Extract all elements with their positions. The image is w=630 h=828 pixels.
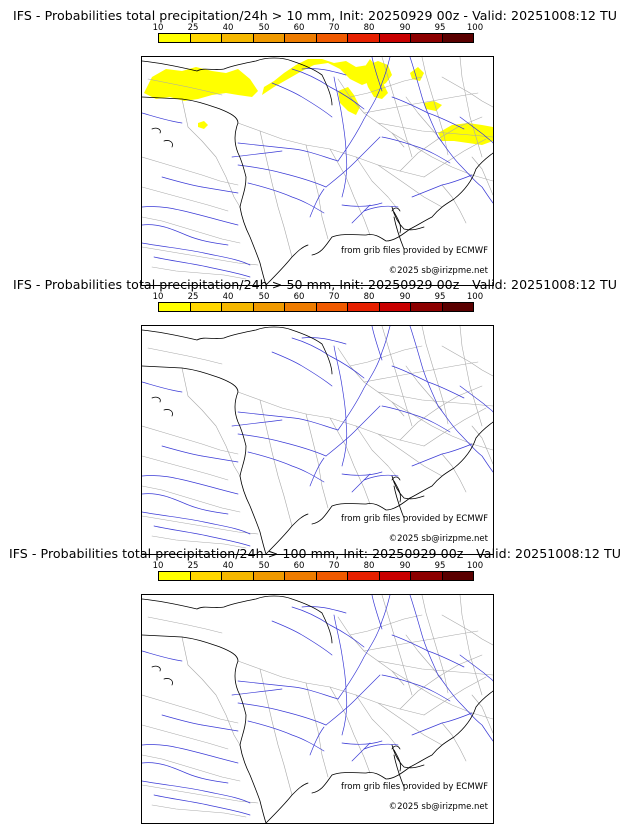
scale-color-cell bbox=[442, 34, 473, 42]
panel-10mm: IFS - Probabilities total precipitation/… bbox=[0, 8, 630, 286]
france-map bbox=[142, 326, 493, 554]
scale-color-cell bbox=[316, 572, 348, 580]
scale-label: 90 bbox=[399, 561, 411, 571]
coastline bbox=[142, 326, 493, 554]
scale-color-cell bbox=[190, 572, 222, 580]
scale-label: 100 bbox=[466, 561, 484, 571]
scale-label: 40 bbox=[222, 561, 234, 571]
probability-scale-labels: 10 25 40 50 60 70 80 90 95 100 bbox=[152, 23, 486, 33]
scale-color-cell bbox=[348, 303, 380, 311]
coastline bbox=[142, 595, 493, 823]
scale-label: 80 bbox=[363, 292, 375, 302]
scale-color-cell bbox=[442, 572, 473, 580]
map-frame bbox=[141, 56, 494, 286]
probability-scale-labels: 10 25 40 50 60 70 80 90 95 100 bbox=[152, 561, 486, 571]
map-frame bbox=[141, 594, 494, 824]
source-credit: from grib files provided by ECMWF bbox=[341, 514, 488, 524]
scale-color-cell bbox=[379, 303, 411, 311]
scale-label: 95 bbox=[434, 23, 446, 33]
scale-label: 80 bbox=[363, 23, 375, 33]
scale-color-cell bbox=[159, 572, 191, 580]
scale-color-cell bbox=[316, 34, 348, 42]
coastline bbox=[142, 57, 493, 285]
administrative-borders bbox=[142, 57, 493, 280]
scale-label: 10 bbox=[152, 23, 164, 33]
rivers bbox=[142, 326, 493, 547]
scale-label: 60 bbox=[293, 292, 305, 302]
scale-label: 90 bbox=[399, 292, 411, 302]
scale-label: 40 bbox=[222, 23, 234, 33]
panel-100mm: IFS - Probabilities total precipitation/… bbox=[0, 546, 630, 824]
scale-color-cell bbox=[379, 572, 411, 580]
scale-color-cell bbox=[411, 572, 443, 580]
scale-color-cell bbox=[285, 34, 317, 42]
scale-label: 100 bbox=[466, 292, 484, 302]
scale-color-cell bbox=[222, 572, 254, 580]
scale-label: 95 bbox=[434, 561, 446, 571]
scale-color-cell bbox=[190, 303, 222, 311]
france-map bbox=[142, 57, 493, 285]
scale-label: 60 bbox=[293, 561, 305, 571]
scale-label: 50 bbox=[258, 292, 270, 302]
scale-color-cell bbox=[442, 303, 473, 311]
rivers bbox=[142, 595, 493, 816]
probability-color-scale bbox=[158, 571, 474, 581]
scale-color-cell bbox=[253, 572, 285, 580]
probability-color-scale bbox=[158, 33, 474, 43]
scale-color-cell bbox=[253, 34, 285, 42]
precipitation-probability-area bbox=[144, 59, 493, 145]
scale-label: 25 bbox=[187, 561, 199, 571]
scale-label: 70 bbox=[328, 23, 340, 33]
scale-color-cell bbox=[411, 34, 443, 42]
scale-color-cell bbox=[348, 34, 380, 42]
scale-label: 10 bbox=[152, 292, 164, 302]
probability-scale-labels: 10 25 40 50 60 70 80 90 95 100 bbox=[152, 292, 486, 302]
scale-label: 40 bbox=[222, 292, 234, 302]
scale-color-cell bbox=[222, 303, 254, 311]
scale-color-cell bbox=[159, 34, 191, 42]
copyright-notice: ©2025 sb@irizpme.net bbox=[388, 534, 488, 544]
scale-label: 10 bbox=[152, 561, 164, 571]
scale-color-cell bbox=[285, 572, 317, 580]
scale-label: 95 bbox=[434, 292, 446, 302]
scale-label: 70 bbox=[328, 561, 340, 571]
scale-color-cell bbox=[348, 572, 380, 580]
map-frame bbox=[141, 325, 494, 555]
scale-color-cell bbox=[285, 303, 317, 311]
scale-label: 90 bbox=[399, 23, 411, 33]
source-credit: from grib files provided by ECMWF bbox=[341, 782, 488, 792]
source-credit: from grib files provided by ECMWF bbox=[341, 246, 488, 256]
panel-title: IFS - Probabilities total precipitation/… bbox=[8, 546, 622, 561]
scale-label: 50 bbox=[258, 561, 270, 571]
administrative-borders bbox=[142, 326, 493, 549]
scale-label: 80 bbox=[363, 561, 375, 571]
scale-color-cell bbox=[222, 34, 254, 42]
copyright-notice: ©2025 sb@irizpme.net bbox=[388, 802, 488, 812]
scale-color-cell bbox=[379, 34, 411, 42]
scale-color-cell bbox=[253, 303, 285, 311]
administrative-borders bbox=[142, 595, 493, 818]
scale-label: 50 bbox=[258, 23, 270, 33]
france-map bbox=[142, 595, 493, 823]
copyright-notice: ©2025 sb@irizpme.net bbox=[388, 266, 488, 276]
scale-label: 70 bbox=[328, 292, 340, 302]
panel-title: IFS - Probabilities total precipitation/… bbox=[12, 8, 618, 23]
panel-50mm: IFS - Probabilities total precipitation/… bbox=[0, 277, 630, 555]
scale-label: 25 bbox=[187, 23, 199, 33]
probability-color-scale bbox=[158, 302, 474, 312]
scale-label: 25 bbox=[187, 292, 199, 302]
panel-title: IFS - Probabilities total precipitation/… bbox=[12, 277, 618, 292]
scale-label: 100 bbox=[466, 23, 484, 33]
scale-color-cell bbox=[316, 303, 348, 311]
scale-color-cell bbox=[190, 34, 222, 42]
scale-color-cell bbox=[159, 303, 191, 311]
scale-color-cell bbox=[411, 303, 443, 311]
scale-label: 60 bbox=[293, 23, 305, 33]
rivers bbox=[142, 57, 493, 278]
